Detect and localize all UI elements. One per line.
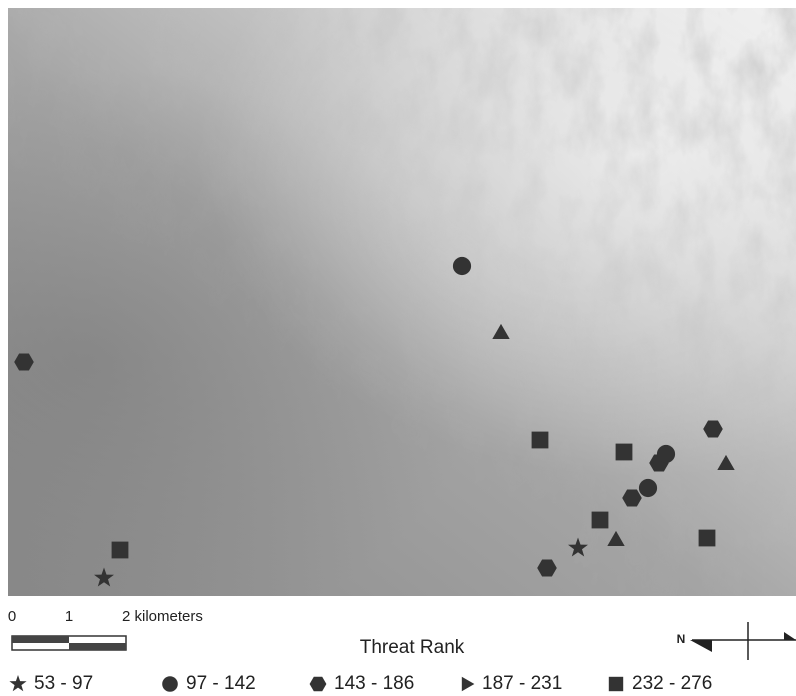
basemap xyxy=(8,8,796,596)
threat-point xyxy=(699,530,716,547)
legend: 53 - 97 97 - 142 143 - 186 187 - 231 232 - 2… xyxy=(9,673,712,694)
scale-label: 0 xyxy=(8,608,16,625)
legend-label: 232 - 276 xyxy=(632,673,712,694)
legend-symbol xyxy=(609,677,623,691)
scale-label: 1 xyxy=(65,608,73,625)
legend-symbol xyxy=(9,675,26,691)
scale-bar: 0 1 2 kilometers xyxy=(8,608,203,650)
legend-symbol xyxy=(162,676,178,692)
legend-label: 187 - 231 xyxy=(482,673,562,694)
threat-point xyxy=(592,512,609,529)
threat-point xyxy=(639,479,657,497)
threat-point xyxy=(616,444,633,461)
threat-point xyxy=(657,445,675,463)
legend-title: Threat Rank xyxy=(360,637,465,658)
threat-point xyxy=(453,257,471,275)
threat-point xyxy=(112,542,129,559)
scale-label: 2 kilometers xyxy=(122,608,203,625)
legend-symbol xyxy=(310,677,327,692)
threat-point xyxy=(532,432,549,449)
north-arrow: N xyxy=(677,622,796,660)
legend-symbol xyxy=(462,677,475,692)
north-label: N xyxy=(677,632,686,646)
map-figure: 0 1 2 kilometers Threat Rank N 53 - 97 97… xyxy=(0,0,796,696)
legend-label: 53 - 97 xyxy=(34,673,93,694)
legend-label: 143 - 186 xyxy=(334,673,414,694)
legend-label: 97 - 142 xyxy=(186,673,256,694)
